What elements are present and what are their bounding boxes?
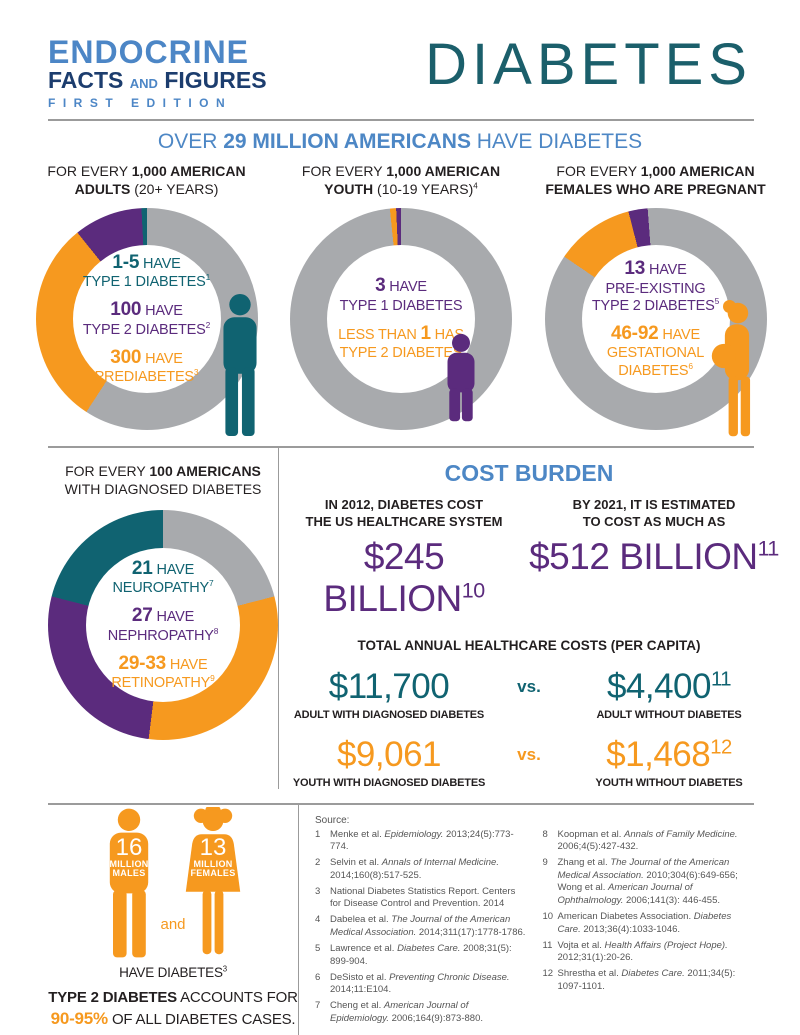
pregnant-donut-chart: 13 HAVE PRE-EXISTING TYPE 2 DIABETES5 46…	[544, 208, 767, 437]
youth-donut-title: FOR EVERY 1,000 AMERICAN YOUTH (10-19 YE…	[301, 163, 501, 198]
stat-type1-youth: 3 HAVE TYPE 1 DIABETES	[339, 275, 463, 314]
reference-item: 4 Dabelea et al. The Journal of the Ameri…	[315, 914, 526, 938]
bottom-section: 16 MILLION MALES 13 MILLION FEMALES and …	[48, 802, 754, 1035]
adults-donut-stats: 1-5 HAVE TYPE 1 DIABETES1 100 HAVE TYPE …	[70, 242, 224, 396]
pregnant-woman-silhouette-icon	[699, 300, 775, 440]
reference-item: 5 Lawrence et al. Diabetes Care. 2008;31(…	[315, 943, 512, 967]
female-figure-label: 13 MILLION FEMALES	[190, 833, 236, 879]
pregnant-donut-stats: 13 HAVE PRE-EXISTING TYPE 2 DIABETES5 46…	[579, 242, 733, 396]
pregnant-donut-title: FOR EVERY 1,000 AMERICAN FEMALES WHO ARE…	[545, 163, 766, 198]
cost-burden-title: COST BURDEN	[444, 460, 614, 486]
youth-donut-column: FOR EVERY 1,000 AMERICAN YOUTH (10-19 YE…	[275, 162, 528, 430]
stat-type1-adults: 1-5 HAVE TYPE 1 DIABETES1	[82, 251, 211, 291]
pregnant-donut-column: FOR EVERY 1,000 AMERICAN FEMALES WHO ARE…	[529, 162, 782, 437]
references-section: Source: 1 Menke et al. Epidemiology. 2013…	[299, 805, 754, 1035]
adult-male-silhouette-icon	[210, 292, 270, 438]
reference-item: 9 Zhang et al. The Journal of the America…	[542, 857, 738, 906]
youth-donut-stats: 3 HAVE TYPE 1 DIABETES LESS THAN 1 HAS T…	[324, 242, 478, 396]
complications-donut-title: FOR EVERY 100 AMERICANS WITH DIAGNOSED D…	[64, 463, 262, 498]
youth-silhouette-icon	[434, 330, 488, 426]
complications-donut-hole	[86, 548, 240, 702]
brand-edition: FIRST EDITION	[48, 96, 233, 110]
endocrine-facts-figures-logo: ENDOCRINE FACTS AND FIGURES FIRST EDITIO…	[48, 36, 267, 109]
reference-item: 11 Vojta et al. Health Affairs (Project H…	[542, 939, 728, 964]
reference-item: 7 Cheng et al. American Journal of Epidem…	[315, 1000, 483, 1024]
adult-without-diabetes-cost: $4,40011 ADULT WITHOUT DIABETES	[596, 666, 742, 721]
male-figure-icon: 16 MILLION MALES	[90, 807, 168, 959]
cost-totals: IN 2012, DIABETES COST THE US HEALTHCARE …	[279, 497, 780, 620]
header: ENDOCRINE FACTS AND FIGURES FIRST EDITIO…	[0, 0, 800, 110]
reference-item: 1 Menke et al. Epidemiology. 2013;24(5):7…	[315, 828, 514, 853]
reference-item: 6 DeSisto et al. Preventing Chronic Disea…	[315, 971, 510, 996]
youth-with-diabetes-cost: $9,061 YOUTH WITH DIAGNOSED DIABETES	[292, 734, 486, 789]
and-label: and	[160, 915, 186, 933]
reference-item: 10 American Diabetes Association. Diabete…	[542, 910, 732, 935]
youth-donut-chart: 3 HAVE TYPE 1 DIABETES LESS THAN 1 HAS T…	[290, 208, 512, 430]
middle-section: FOR EVERY 100 AMERICANS WITH DIAGNOSED D…	[48, 446, 779, 789]
stat-retinopathy: 29-33 HAVE RETINOPATHY9	[111, 652, 215, 692]
stat-prediabetes-adults: 300 HAVE PREDIABETES3	[94, 346, 199, 386]
adults-donut-chart: 1-5 HAVE TYPE 1 DIABETES1 100 HAVE TYPE …	[35, 208, 258, 437]
complications-donut-chart: 21 HAVE NEUROPATHY7 27 HAVE NEPHROPATHY8…	[48, 510, 278, 740]
adult-with-diabetes-cost: $11,700 ADULT WITH DIAGNOSED DIABETES	[293, 666, 485, 721]
type2-statement: TYPE 2 DIABETES ACCOUNTS FOR 90-95% OF A…	[48, 988, 298, 1029]
references-column-2: 8 Koopman et al. Annals of Family Medicin…	[543, 829, 755, 1029]
cost-burden-section: COST BURDEN IN 2012, DIABETES COST THE US…	[279, 448, 779, 789]
reference-item: 8 Koopman et al. Annals of Family Medicin…	[542, 828, 738, 853]
female-figure-icon: 13 MILLION FEMALES	[170, 806, 256, 959]
stat-nephropathy: 27 HAVE NEPHROPATHY8	[107, 605, 219, 644]
youth-cost-comparison: $9,061 YOUTH WITH DIAGNOSED DIABETES vs.…	[279, 735, 779, 789]
adults-donut-column: FOR EVERY 1,000 AMERICAN ADULTS (20+ YEA…	[20, 162, 273, 437]
male-figure-label: 16 MILLION MALES	[109, 833, 149, 879]
source-label: Source:	[315, 814, 350, 826]
have-diabetes-label: HAVE DIABETES3	[119, 964, 227, 980]
gender-figures: 16 MILLION MALES 13 MILLION FEMALES and	[48, 806, 298, 959]
stat-type2-adults: 100 HAVE TYPE 2 DIABETES2	[82, 299, 211, 338]
complications-donut-stats: 21 HAVE NEUROPATHY7 27 HAVE NEPHROPATHY8…	[84, 546, 242, 704]
cost-2021-amount: $512 BILLION11	[529, 535, 779, 577]
adult-cost-comparison: $11,700 ADULT WITH DIAGNOSED DIABETES vs…	[279, 667, 779, 721]
prevalence-section: FOR EVERY 1,000 AMERICAN ADULTS (20+ YEA…	[0, 154, 800, 437]
cost-2021: BY 2021, IT IS ESTIMATED TO COST AS MUCH …	[529, 497, 779, 577]
brand-line1: ENDOCRINE	[48, 34, 250, 70]
stat-gestational: 46-92 HAVE GESTATIONAL DIABETES6	[606, 323, 705, 379]
header-divider	[48, 119, 754, 121]
gender-column: 16 MILLION MALES 13 MILLION FEMALES and …	[48, 804, 299, 1035]
adults-donut-title: FOR EVERY 1,000 AMERICAN ADULTS (20+ YEA…	[47, 163, 246, 198]
reference-item: 12 Shrestha et al. Diabetes Care. 2011;34…	[542, 968, 736, 992]
reference-item: 2 Selvin et al. Annals of Internal Medici…	[315, 857, 499, 881]
cost-2012: IN 2012, DIABETES COST THE US HEALTHCARE …	[279, 497, 529, 620]
stat-neuropathy: 21 HAVE NEUROPATHY7	[112, 557, 214, 597]
references-column-1: 1 Menke et al. Epidemiology. 2013;24(5):7…	[315, 829, 527, 1029]
vs-label: vs.	[517, 676, 541, 696]
adults-donut-hole	[72, 245, 221, 393]
complications-column: FOR EVERY 100 AMERICANS WITH DIAGNOSED D…	[48, 448, 279, 789]
per-capita-title: TOTAL ANNUAL HEALTHCARE COSTS (PER CAPIT…	[357, 637, 701, 653]
headline: OVER 29 MILLION AMERICANS HAVE DIABETES	[157, 130, 643, 153]
stat-type2-youth: LESS THAN 1 HAS TYPE 2 DIABETES	[338, 323, 464, 362]
youth-without-diabetes-cost: $1,46812 YOUTH WITHOUT DIABETES	[595, 734, 743, 789]
reference-item: 3 National Diabetes Statistics Report. Ce…	[315, 885, 516, 910]
brand-line2: FACTS AND FIGURES	[48, 67, 267, 93]
pregnant-donut-hole	[581, 245, 730, 393]
cost-2012-amount: $245 BILLION10	[323, 535, 485, 619]
page-title: DIABETES	[425, 32, 752, 97]
stat-preexisting-type2: 13 HAVE PRE-EXISTING TYPE 2 DIABETES5	[591, 258, 720, 314]
vs-label: vs.	[517, 744, 541, 764]
